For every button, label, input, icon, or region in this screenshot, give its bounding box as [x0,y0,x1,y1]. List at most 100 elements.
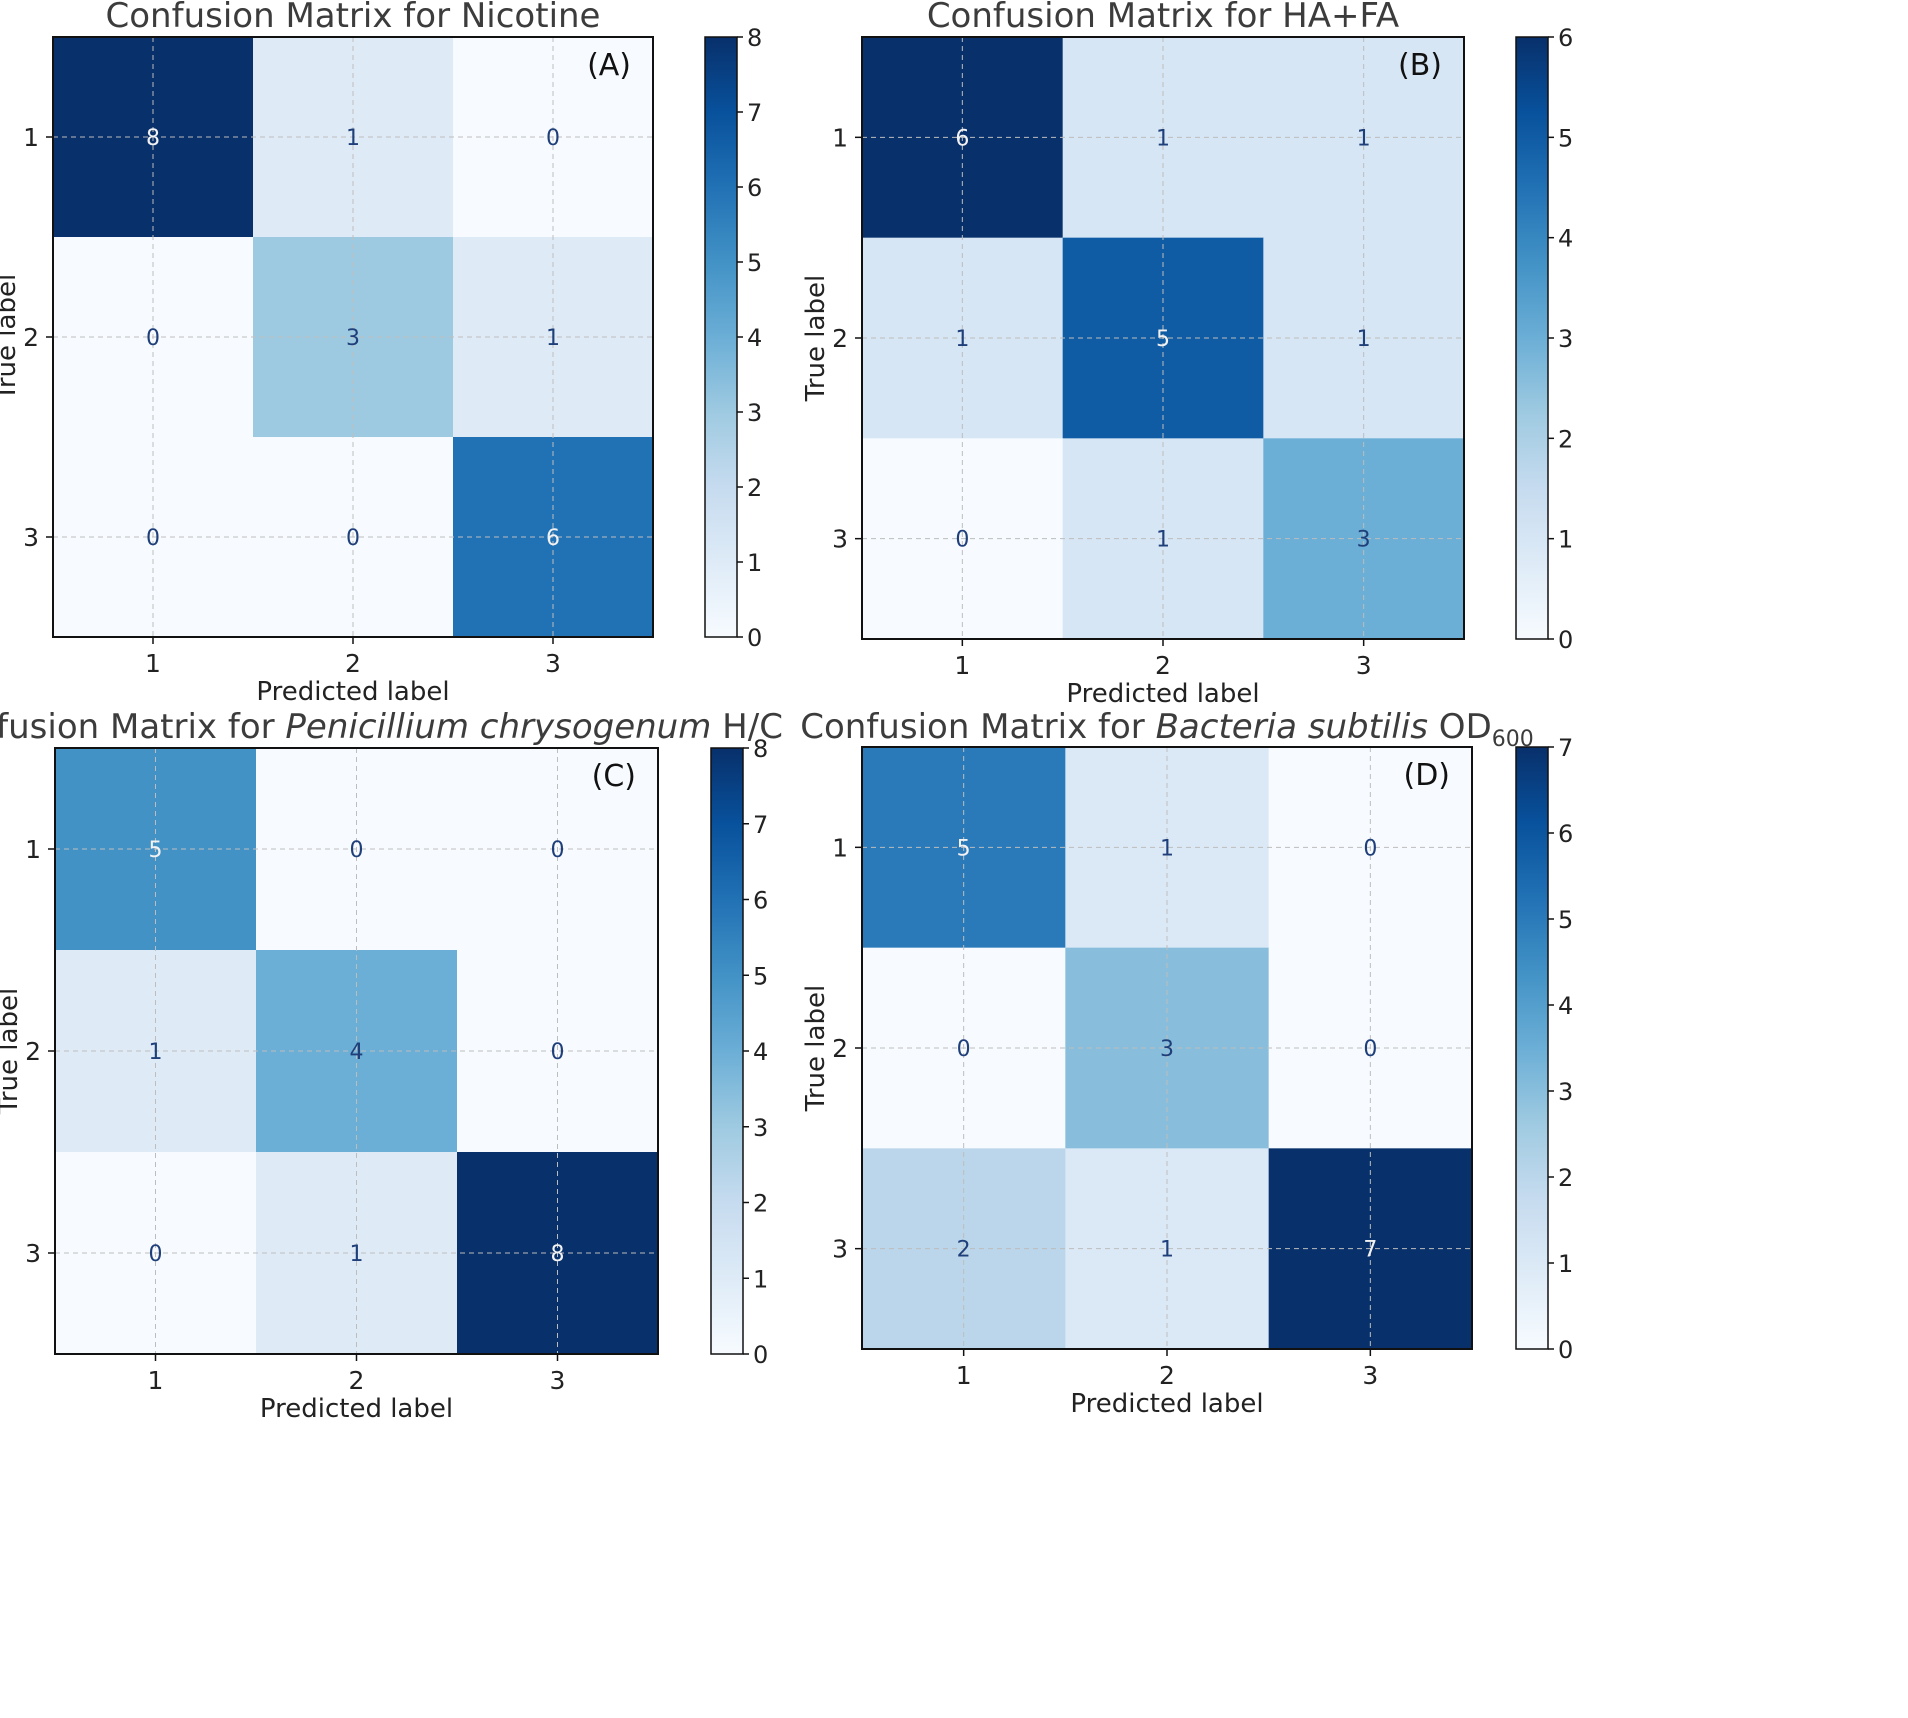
cell-value-label: 0 [551,1040,565,1065]
cell-value-label: 6 [955,126,969,151]
cell-value-label: 5 [149,838,163,863]
cell-value-label: 7 [1363,1238,1377,1263]
colorbar [710,747,744,1355]
x-tick-label: 2 [349,1366,365,1395]
x-tick-label: 3 [550,1366,566,1395]
colorbar-tick-label: 5 [753,962,768,990]
x-tick-label: 1 [148,1366,164,1395]
cell-value-label: 1 [346,126,360,151]
colorbar-tick-label: 6 [753,887,768,915]
x-axis-label: Predicted label [260,1394,453,1424]
panel-title: Confusion Matrix for HA+FA [927,0,1399,36]
y-tick-label: 1 [832,833,848,862]
cell-value-label: 0 [1363,836,1377,861]
colorbar-tick-label: 7 [1558,734,1573,762]
colorbar-tick-label: 0 [747,624,762,652]
colorbar-tick-label: 4 [1558,992,1573,1020]
cell-value-label: 1 [1357,327,1371,352]
cell-value-label: 1 [1357,126,1371,151]
y-tick-label: 2 [832,1034,848,1063]
colorbar-tick-label: 1 [1558,526,1573,554]
colorbar-tick-label: 0 [753,1341,768,1369]
y-tick-label: 2 [832,324,848,353]
panel-d: Confusion Matrix for Bacteria subtilis O… [800,707,1573,1419]
cell-value-label: 0 [551,838,565,863]
y-axis-label: True label [801,275,831,402]
colorbar-tick-label: 3 [1558,1078,1573,1106]
cell-value-label: 0 [957,1037,971,1062]
colorbar-tick-label: 0 [1558,1336,1573,1364]
x-tick-label: 3 [545,649,561,678]
colorbar-tick-label: 1 [747,549,762,577]
cell-value-label: 1 [1156,528,1170,553]
panel-letter: (A) [587,48,631,83]
colorbar-tick-label: 4 [753,1038,768,1066]
y-tick-label: 2 [25,1037,41,1066]
colorbar-tick-label: 1 [1558,1250,1573,1278]
colorbar-tick-label: 0 [1558,626,1573,654]
cell-value-label: 0 [546,126,560,151]
colorbar-tick-label: 3 [747,399,762,427]
colorbar-tick-label: 8 [747,24,762,52]
x-axis-label: Predicted label [256,677,449,707]
panel-letter: (B) [1398,48,1442,83]
x-tick-label: 2 [1155,651,1171,680]
colorbar-tick-label: 8 [753,735,768,763]
colorbar [1515,36,1549,640]
panel-letter: (C) [592,759,636,794]
cell-value-label: 6 [546,526,560,551]
y-tick-label: 1 [25,835,41,864]
x-tick-label: 2 [1159,1361,1175,1390]
colorbar-tick-label: 3 [753,1114,768,1142]
colorbar-tick-label: 7 [753,811,768,839]
colorbar-tick-label: 6 [1558,24,1573,52]
cell-value-label: 0 [346,526,360,551]
cell-value-label: 4 [350,1040,364,1065]
cell-value-label: 1 [546,326,560,351]
colorbar-tick-label: 6 [1558,820,1573,848]
y-tick-label: 3 [832,525,848,554]
cell-value-label: 0 [1363,1037,1377,1062]
x-tick-label: 3 [1356,651,1372,680]
x-tick-label: 1 [145,649,161,678]
cell-value-label: 5 [957,836,971,861]
cell-value-label: 1 [955,327,969,352]
cell-value-label: 8 [146,126,160,151]
colorbar-tick-label: 2 [1558,1164,1573,1192]
cell-value-label: 1 [350,1242,364,1267]
y-axis-label: True label [0,988,24,1115]
colorbar-tick-label: 2 [1558,425,1573,453]
colorbar-tick-label: 3 [1558,325,1573,353]
panel-title: Confusion Matrix for Bacteria subtilis O… [800,707,1534,752]
y-tick-label: 2 [23,323,39,352]
panel-letter: (D) [1403,758,1450,793]
x-axis-label: Predicted label [1070,1389,1263,1419]
x-tick-label: 3 [1362,1361,1378,1390]
cell-value-label: 0 [146,526,160,551]
cell-value-label: 3 [1357,528,1371,553]
y-tick-label: 1 [832,123,848,152]
colorbar-tick-label: 5 [1558,124,1573,152]
cell-value-label: 0 [146,326,160,351]
cell-value-label: 3 [1160,1037,1174,1062]
cell-value-label: 1 [1160,1238,1174,1263]
colorbar-tick-label: 4 [747,324,762,352]
y-tick-label: 1 [23,123,39,152]
y-tick-label: 3 [832,1235,848,1264]
colorbar-tick-label: 6 [747,174,762,202]
panel-title: Confusion Matrix for Nicotine [106,0,601,36]
y-axis-label: True label [801,985,831,1112]
panel-title: Confusion Matrix for Penicillium chrysog… [0,707,783,747]
colorbar-tick-label: 7 [747,99,762,127]
colorbar [1515,746,1549,1350]
x-tick-label: 1 [956,1361,972,1390]
panel-b: Confusion Matrix for HA+FA 6 1 1 1 5 1 0 1 3 1 2 3 1 2… [801,0,1573,709]
cell-value-label: 8 [551,1242,565,1267]
colorbar-tick-label: 5 [1558,906,1573,934]
colorbar-tick-label: 2 [747,474,762,502]
y-tick-label: 3 [25,1239,41,1268]
colorbar-tick-label: 5 [747,249,762,277]
cell-value-label: 2 [957,1238,971,1263]
